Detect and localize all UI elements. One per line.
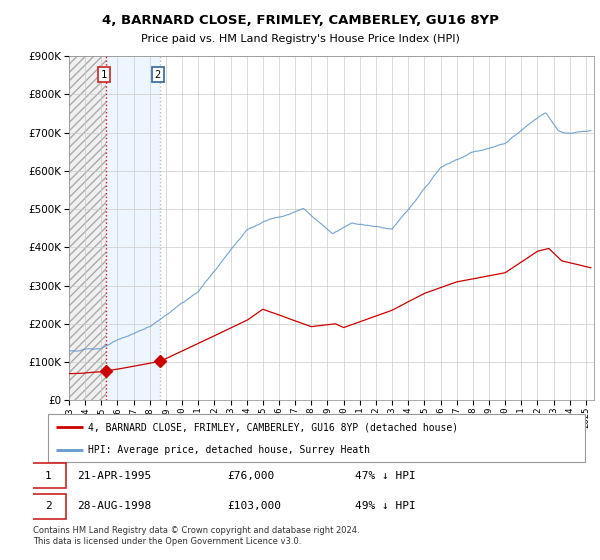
- Text: 21-APR-1995: 21-APR-1995: [77, 470, 152, 480]
- Text: 28-AUG-1998: 28-AUG-1998: [77, 501, 152, 511]
- FancyBboxPatch shape: [48, 414, 585, 462]
- Text: 1: 1: [101, 70, 107, 80]
- Text: 1: 1: [45, 470, 52, 480]
- Text: £76,000: £76,000: [227, 470, 275, 480]
- Text: 47% ↓ HPI: 47% ↓ HPI: [355, 470, 416, 480]
- Text: 49% ↓ HPI: 49% ↓ HPI: [355, 501, 416, 511]
- Bar: [106, 56, 160, 400]
- Bar: [69, 56, 106, 400]
- Text: Contains HM Land Registry data © Crown copyright and database right 2024.
This d: Contains HM Land Registry data © Crown c…: [33, 526, 359, 546]
- Text: £103,000: £103,000: [227, 501, 281, 511]
- Text: 2: 2: [155, 70, 161, 80]
- Text: HPI: Average price, detached house, Surrey Heath: HPI: Average price, detached house, Surr…: [88, 445, 370, 455]
- Text: 4, BARNARD CLOSE, FRIMLEY, CAMBERLEY, GU16 8YP (detached house): 4, BARNARD CLOSE, FRIMLEY, CAMBERLEY, GU…: [88, 422, 458, 432]
- Text: Price paid vs. HM Land Registry's House Price Index (HPI): Price paid vs. HM Land Registry's House …: [140, 34, 460, 44]
- FancyBboxPatch shape: [30, 463, 67, 488]
- FancyBboxPatch shape: [30, 494, 67, 519]
- Text: 2: 2: [45, 501, 52, 511]
- Text: 4, BARNARD CLOSE, FRIMLEY, CAMBERLEY, GU16 8YP: 4, BARNARD CLOSE, FRIMLEY, CAMBERLEY, GU…: [101, 14, 499, 27]
